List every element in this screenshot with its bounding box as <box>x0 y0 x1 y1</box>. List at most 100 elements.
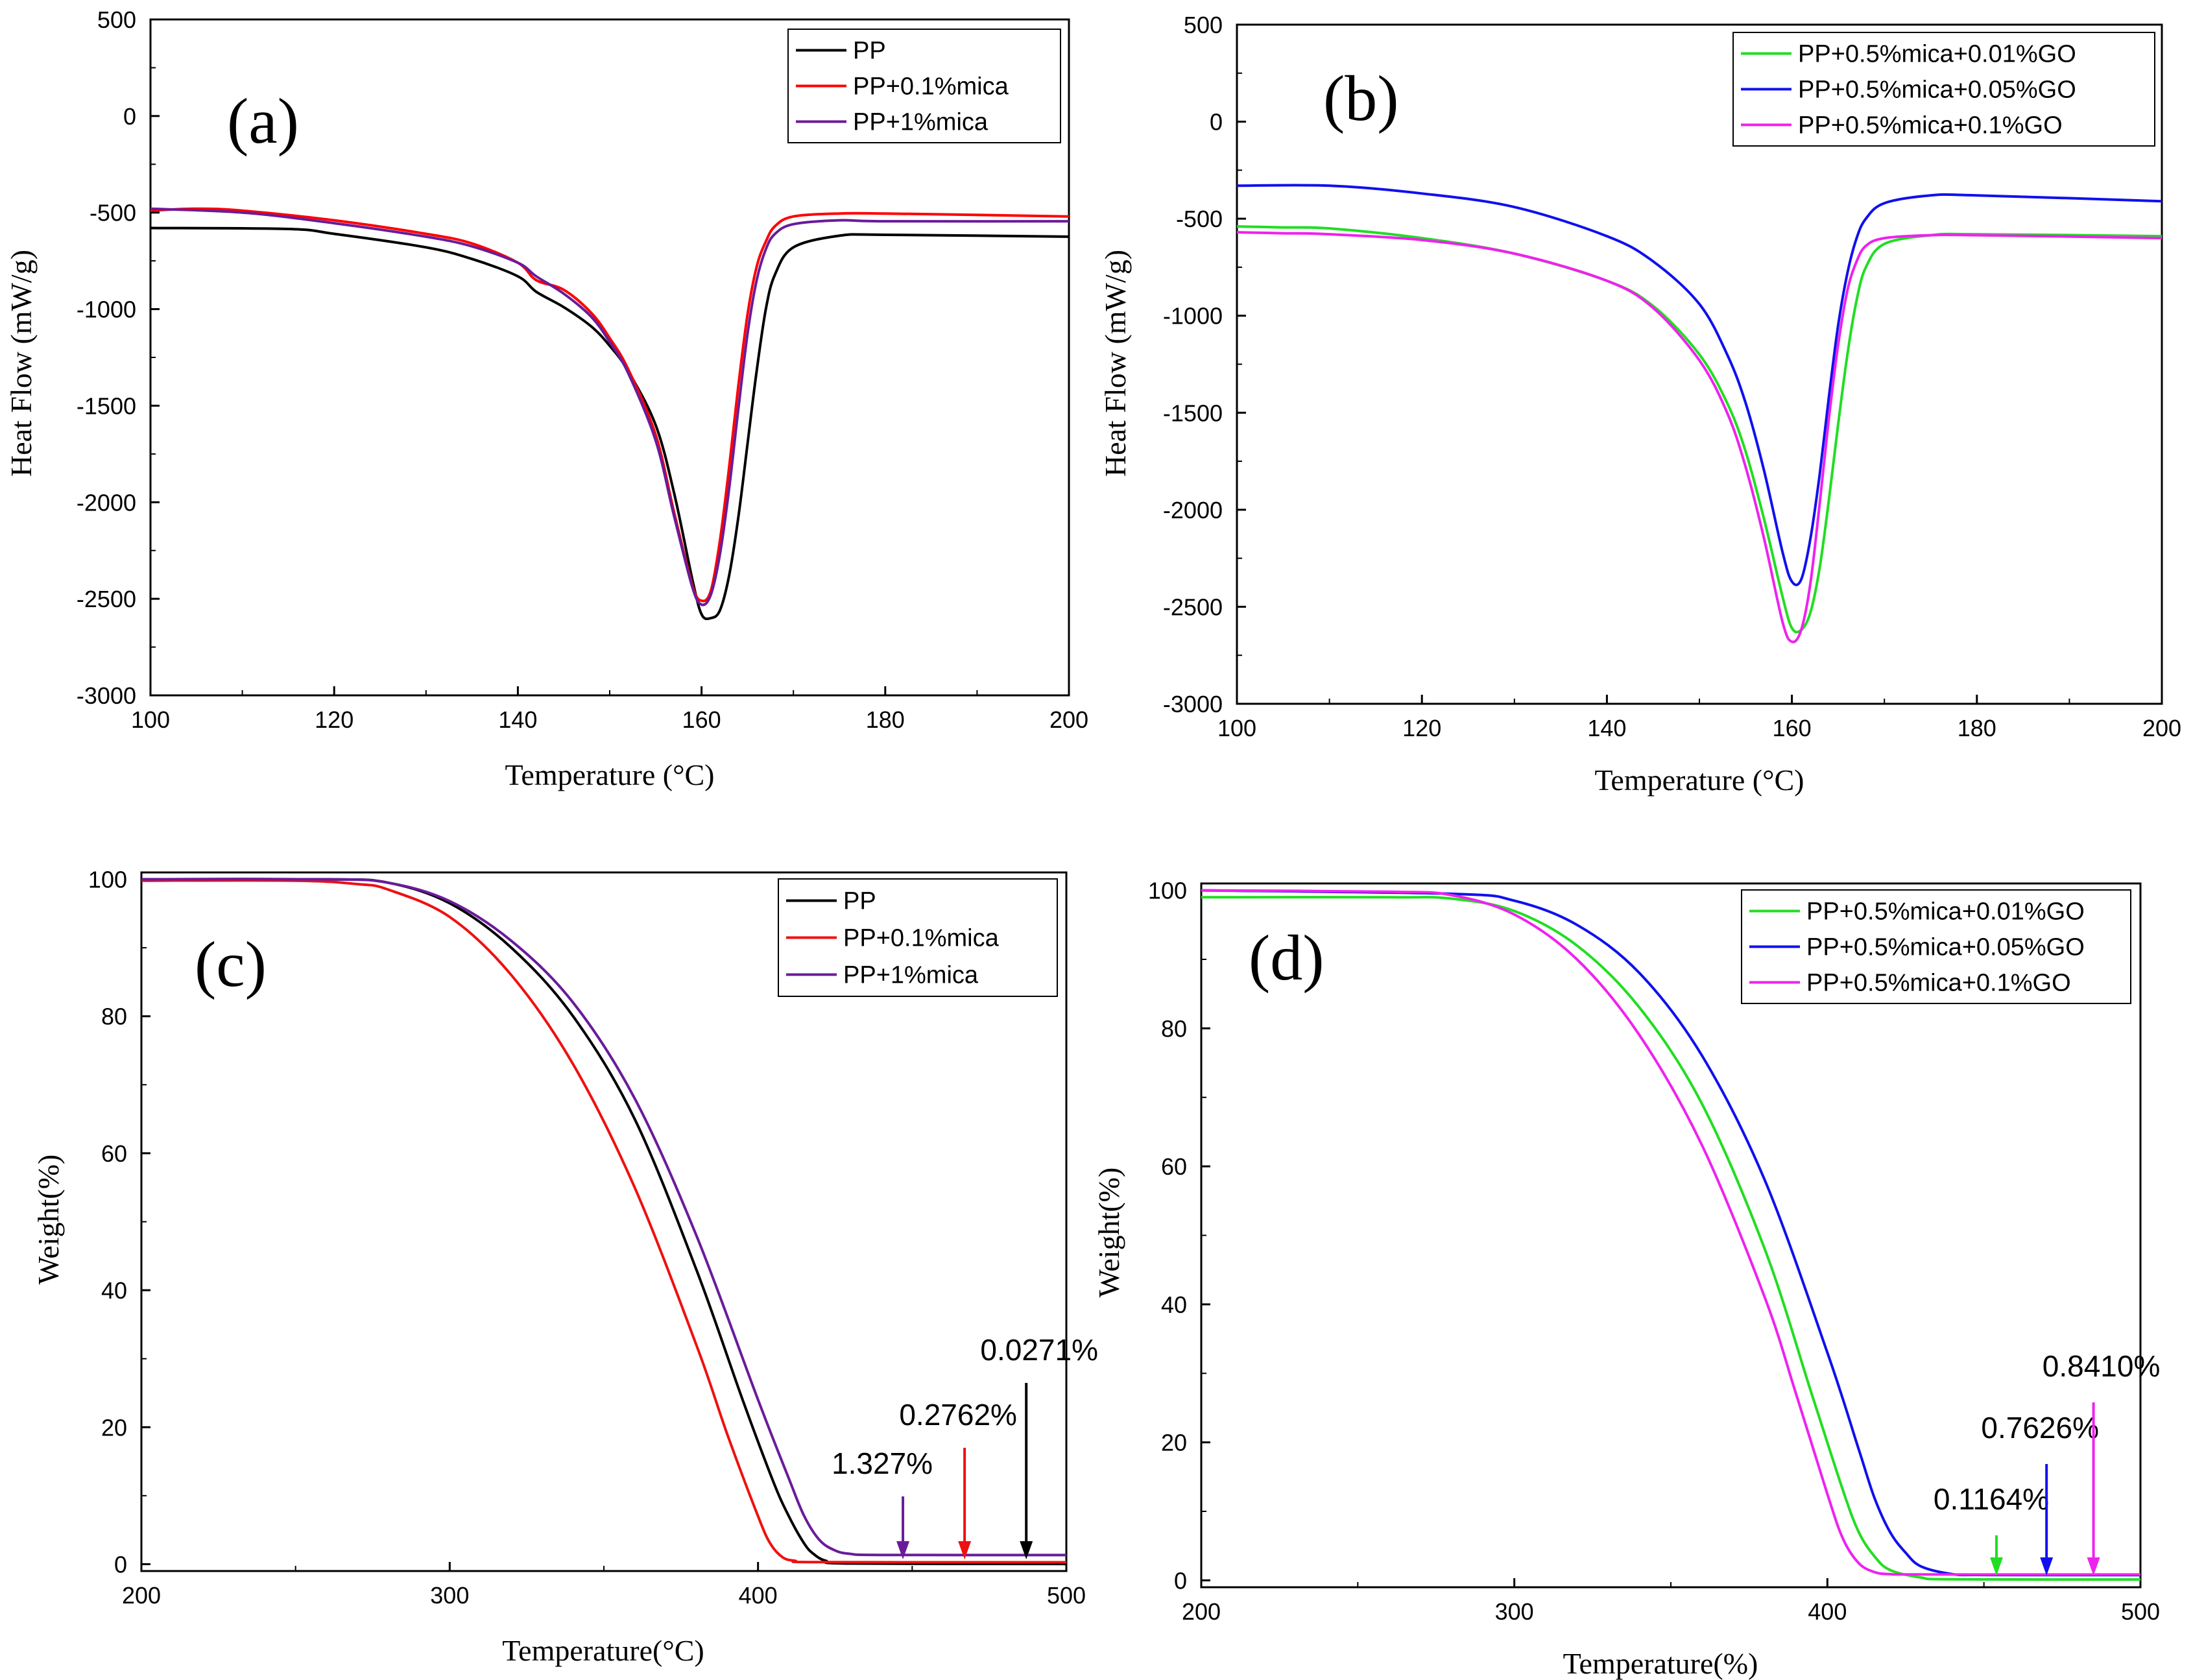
y-tick-label: 80 <box>101 1003 127 1030</box>
panel-label: (a) <box>227 85 299 157</box>
x-axis-title: Temperature(%) <box>1563 1647 1758 1680</box>
y-tick-label: 60 <box>101 1140 127 1167</box>
y-tick-label: 80 <box>1161 1015 1187 1042</box>
annotation-arrow-head <box>2040 1557 2054 1576</box>
legend-label: PP+0.5%mica+0.05%GO <box>1806 934 2085 961</box>
x-tick-label: 500 <box>2121 1598 2160 1625</box>
annotation-label: 0.7626% <box>1981 1411 2099 1445</box>
x-tick-label: 300 <box>430 1582 469 1609</box>
y-tick-label: 0 <box>123 103 136 130</box>
y-tick-label: 40 <box>1161 1291 1187 1318</box>
y-tick-label: -2000 <box>77 489 136 516</box>
legend-box <box>1732 32 2155 147</box>
y-tick-label: 500 <box>1184 12 1223 38</box>
y-tick-label: 100 <box>1148 878 1187 904</box>
x-axis-title: Temperature(°C) <box>502 1634 704 1667</box>
annotation-arrow-head <box>958 1541 972 1559</box>
legend-label: PP+0.5%mica+0.1%GO <box>1798 112 2063 139</box>
x-tick-label: 400 <box>739 1582 778 1609</box>
series-line-1 <box>150 207 1069 603</box>
y-tick-label: -1500 <box>1163 400 1223 426</box>
legend-label: PP+0.1%mica <box>843 925 1000 952</box>
y-tick-label: 100 <box>88 867 127 893</box>
x-tick-label: 500 <box>1047 1582 1086 1609</box>
series-line-1 <box>1201 889 2140 1577</box>
x-tick-label: 200 <box>2142 715 2181 741</box>
annotation-arrow-head <box>2087 1557 2100 1576</box>
panel-label: (b) <box>1323 62 1399 134</box>
y-tick-label: -1000 <box>1163 303 1223 330</box>
series-line-0 <box>1201 896 2140 1581</box>
legend-label: PP <box>853 38 886 65</box>
series-line-2 <box>1237 231 2162 643</box>
legend-label: PP+0.5%mica+0.01%GO <box>1798 41 2076 68</box>
annotation-label: 0.0271% <box>980 1333 1098 1367</box>
x-tick-label: 180 <box>1958 715 1996 741</box>
y-axis-title: Weight(%) <box>32 1155 65 1285</box>
legend-label: PP+0.5%mica+0.05%GO <box>1798 77 2076 104</box>
x-tick-label: 400 <box>1808 1598 1847 1625</box>
y-tick-label: 0 <box>1210 109 1223 136</box>
x-tick-label: 140 <box>498 706 537 733</box>
legend-box <box>1741 889 2131 1004</box>
annotation-label: 0.1164% <box>1934 1482 2049 1516</box>
annotation-arrow-head <box>1020 1541 1033 1559</box>
panel-1: 100 120 140 160 180 200 500 0 -500 -1000 -1500 -200… <box>1099 12 2181 797</box>
x-axis-title: Temperature (°C) <box>1595 763 1804 797</box>
legend-label: PP+1%mica <box>853 109 989 136</box>
legend-label: PP+1%mica <box>843 962 979 989</box>
x-tick-label: 160 <box>1773 715 1812 741</box>
annotation-label: 0.2762% <box>899 1398 1017 1432</box>
y-tick-label: 20 <box>101 1414 127 1441</box>
x-tick-label: 200 <box>122 1582 161 1609</box>
x-tick-label: 200 <box>1182 1598 1221 1625</box>
y-tick-label: -2500 <box>77 586 136 612</box>
annotation-arrow-head <box>896 1541 910 1559</box>
x-tick-label: 160 <box>682 706 721 733</box>
series-line-2 <box>141 878 1066 1557</box>
x-tick-label: 140 <box>1587 715 1626 741</box>
y-tick-label: 60 <box>1161 1153 1187 1180</box>
series-line-2 <box>150 207 1069 606</box>
legend-box <box>787 29 1061 143</box>
y-tick-label: 40 <box>101 1277 127 1304</box>
annotation-label: 0.8410% <box>2043 1349 2161 1383</box>
x-axis-title: Temperature (°C) <box>505 758 715 791</box>
x-tick-label: 120 <box>1402 715 1441 741</box>
legend-label: PP+0.5%mica+0.01%GO <box>1806 898 2085 926</box>
y-tick-label: -3000 <box>1163 691 1223 717</box>
y-tick-label: -1000 <box>77 296 136 323</box>
series-line-2 <box>1201 889 2140 1576</box>
y-tick-label: 0 <box>114 1551 127 1578</box>
y-tick-label: 500 <box>97 6 136 33</box>
y-tick-label: -3000 <box>77 682 136 709</box>
legend-label: PP <box>843 888 876 915</box>
y-axis-title: Heat Flow (mW/g) <box>5 250 38 477</box>
y-tick-label: 20 <box>1161 1430 1187 1456</box>
series-line-0 <box>150 226 1069 621</box>
panel-label: (d) <box>1249 922 1324 994</box>
y-tick-label: -500 <box>90 200 136 226</box>
panel-3: 200 300 400 500 0 20 40 60 80 100 Temperature(%) We… <box>1092 878 2160 1680</box>
y-tick-label: -1500 <box>77 392 136 419</box>
y-tick-label: -2500 <box>1163 594 1223 620</box>
series-line-1 <box>1237 184 2162 586</box>
panel-label: (c) <box>195 928 267 1000</box>
x-tick-label: 100 <box>131 706 170 733</box>
series-line-0 <box>1237 225 2162 634</box>
y-axis-title: Heat Flow (mW/g) <box>1099 250 1132 477</box>
panel-2: 200 300 400 500 0 20 40 60 80 100 Temperature(°C) W… <box>32 867 1098 1667</box>
x-tick-label: 100 <box>1217 715 1256 741</box>
annotation-label: 1.327% <box>832 1446 933 1480</box>
y-axis-title: Weight(%) <box>1092 1168 1125 1298</box>
x-tick-label: 120 <box>315 706 354 733</box>
y-tick-label: -500 <box>1176 206 1223 232</box>
series-line-1 <box>141 879 1066 1564</box>
x-tick-label: 180 <box>866 706 905 733</box>
panel-0: 100 120 140 160 180 200 500 0 -500 -1000 -1500 -200… <box>5 6 1088 791</box>
y-tick-label: 0 <box>1174 1567 1187 1594</box>
legend-label: PP+0.1%mica <box>853 73 1009 101</box>
legend-label: PP+0.5%mica+0.1%GO <box>1806 970 2071 997</box>
x-tick-label: 300 <box>1495 1598 1534 1625</box>
